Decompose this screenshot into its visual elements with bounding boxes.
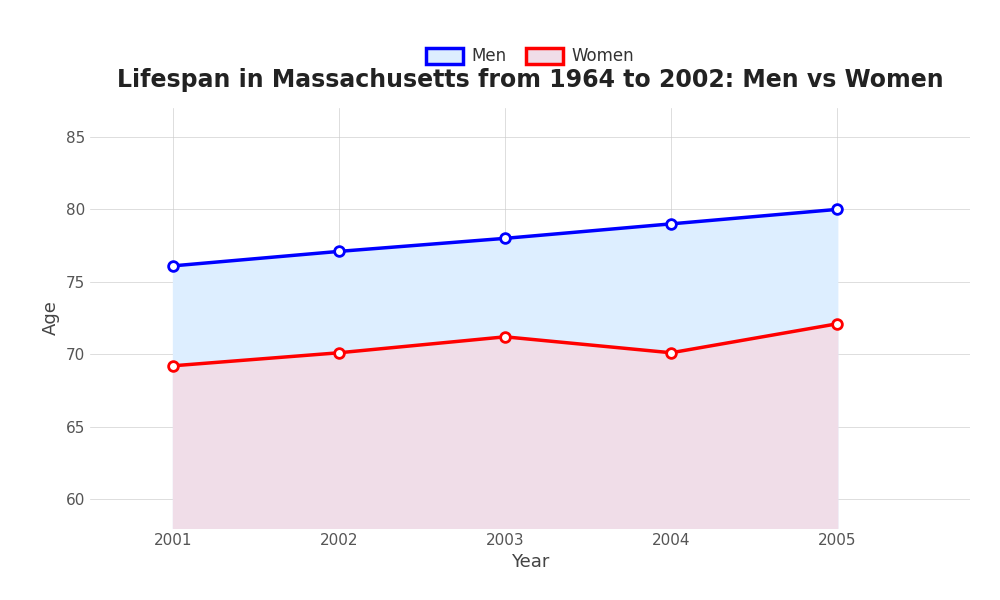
X-axis label: Year: Year [511, 553, 549, 571]
Title: Lifespan in Massachusetts from 1964 to 2002: Men vs Women: Lifespan in Massachusetts from 1964 to 2… [117, 68, 943, 92]
Y-axis label: Age: Age [42, 301, 60, 335]
Legend: Men, Women: Men, Women [419, 41, 641, 72]
